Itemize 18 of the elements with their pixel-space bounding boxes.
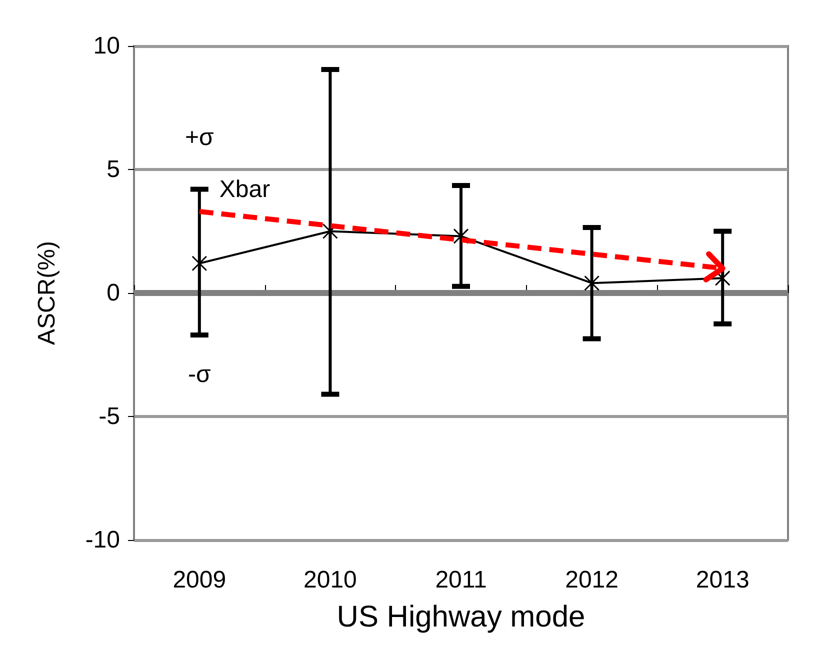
x-tick-label: 2010 (304, 566, 357, 594)
annotation: -σ (188, 361, 211, 388)
y-axis-title: ASCR(%) (34, 240, 60, 346)
y-tick-label: -5 (98, 403, 120, 430)
x-axis-title: US Highway mode (336, 600, 586, 634)
x-tick-label: 2009 (172, 566, 226, 594)
y-tick-label: 0 (106, 280, 120, 306)
point (192, 256, 208, 272)
x-tick-label: 2011 (435, 566, 487, 594)
x-tick-label: 2012 (565, 566, 618, 594)
x-tick-label: 2013 (696, 566, 750, 594)
y-tick-label: 5 (106, 156, 120, 183)
annotation: +σ (184, 124, 214, 151)
point (584, 275, 600, 291)
y-tick-label: 10 (93, 32, 120, 60)
point (714, 270, 730, 286)
y-tick-label: -10 (85, 526, 120, 554)
series-label: Xbar (219, 176, 270, 203)
